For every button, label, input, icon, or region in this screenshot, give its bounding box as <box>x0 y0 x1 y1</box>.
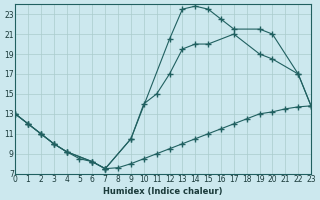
X-axis label: Humidex (Indice chaleur): Humidex (Indice chaleur) <box>103 187 223 196</box>
